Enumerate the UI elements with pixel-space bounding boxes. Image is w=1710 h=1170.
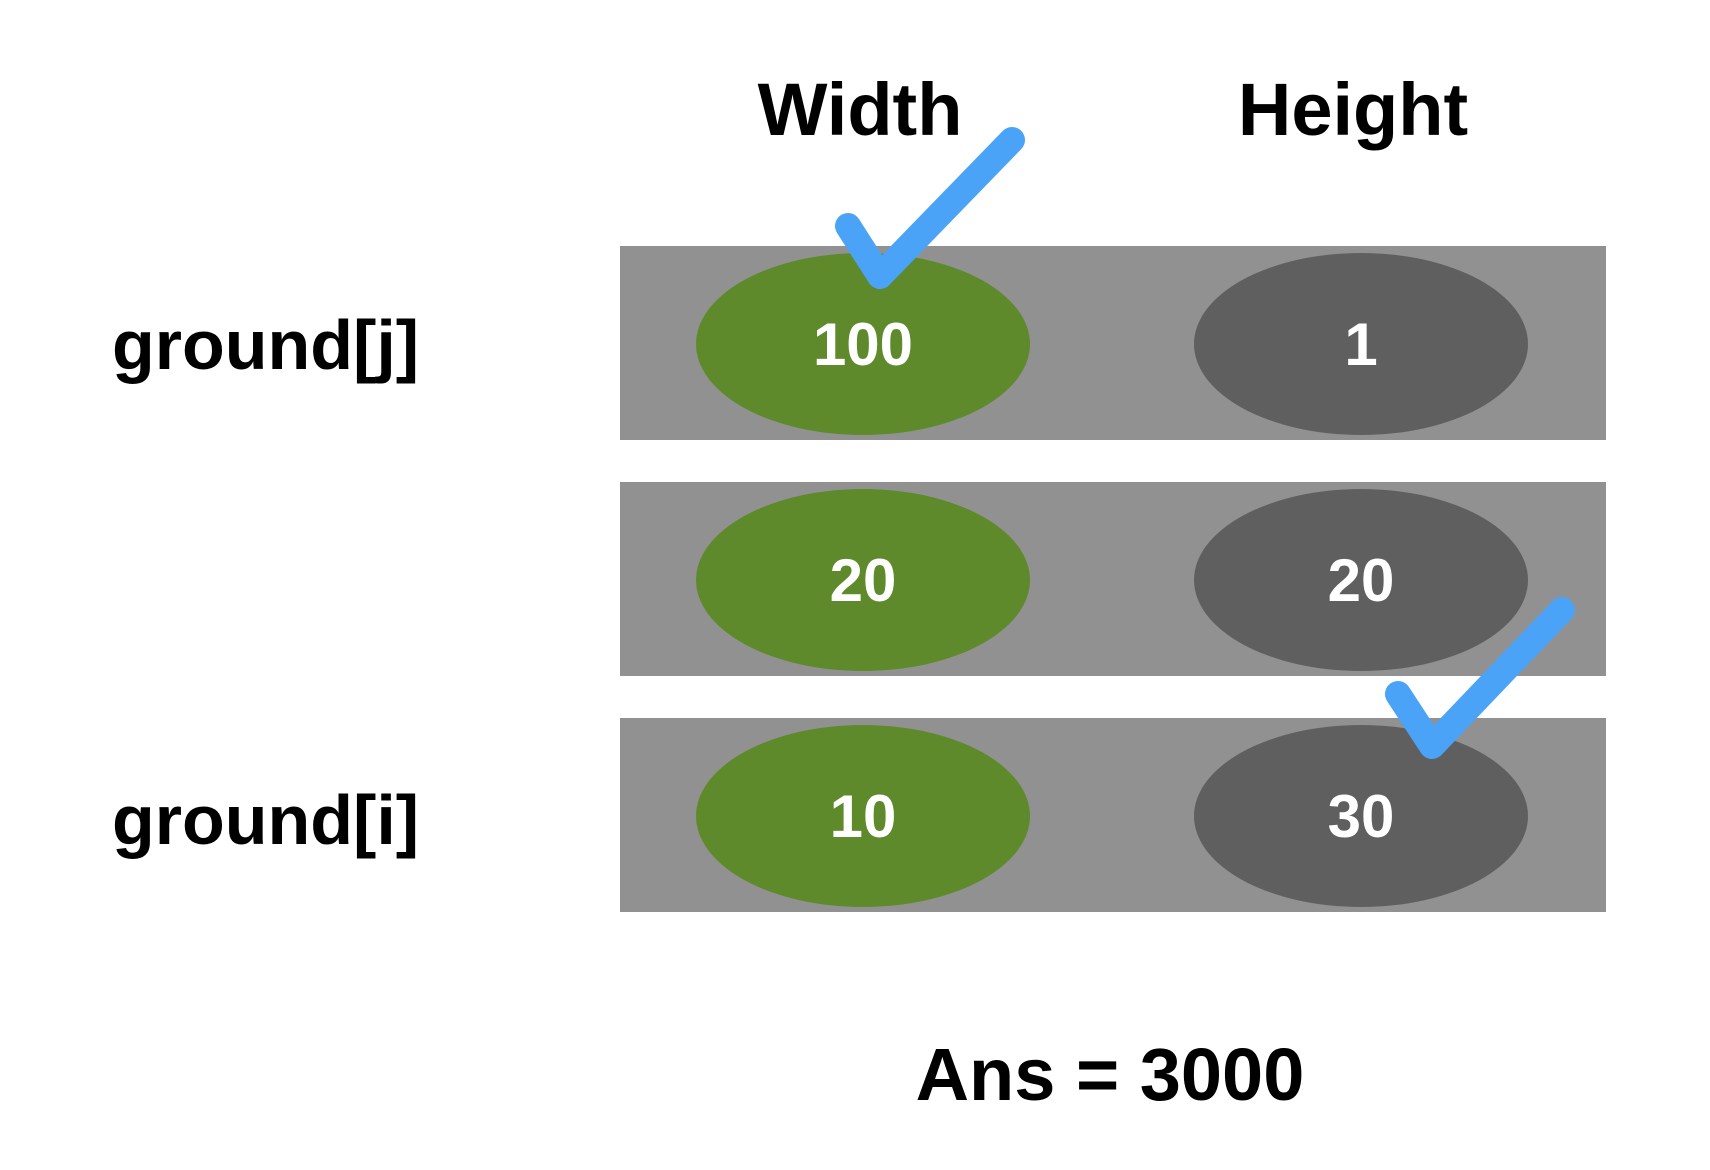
height-cell: 20: [1194, 489, 1528, 671]
width-cell: 20: [696, 489, 1030, 671]
row-label-ground-i: ground[i]: [112, 781, 420, 859]
row-label-ground-j: ground[j]: [112, 306, 420, 384]
width-cell: 10: [696, 725, 1030, 907]
width-cell: 100: [696, 253, 1030, 435]
row-band: 20 20: [620, 482, 1606, 676]
column-header-width: Width: [757, 68, 963, 151]
row-band: 100 1: [620, 246, 1606, 440]
column-header-height: Height: [1237, 68, 1469, 151]
row-band: 10 30: [620, 718, 1606, 912]
height-cell: 30: [1194, 725, 1528, 907]
height-cell: 1: [1194, 253, 1528, 435]
answer-text: Ans = 3000: [915, 1033, 1305, 1116]
